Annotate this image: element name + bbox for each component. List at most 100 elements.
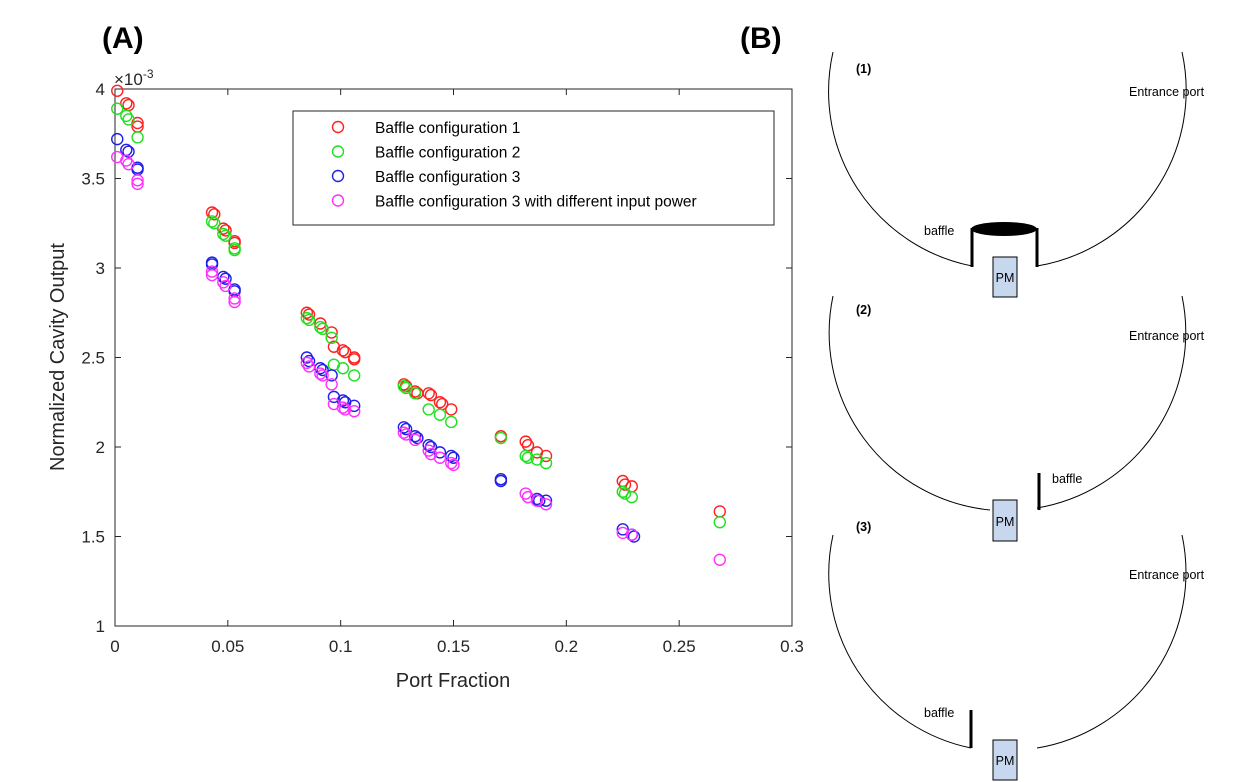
data-point	[713, 515, 726, 529]
data-point	[422, 387, 435, 400]
data-point	[348, 353, 361, 366]
data-point	[336, 362, 350, 375]
config-number: (2)	[856, 303, 871, 317]
baffle-label: baffle	[1052, 472, 1082, 486]
data-point	[618, 478, 632, 491]
baffle-configurations-diagram: PM (1) Entrance port baffle PM (2) Entra…	[828, 51, 1205, 781]
pm-label: PM	[996, 271, 1015, 285]
data-point	[433, 396, 447, 409]
data-point	[314, 320, 327, 334]
legend-marker	[331, 145, 345, 158]
data-point	[494, 474, 508, 488]
y-tick-label: 2.5	[81, 349, 105, 368]
data-point	[445, 415, 458, 429]
data-point	[111, 132, 124, 146]
data-point	[408, 433, 422, 447]
data-point	[316, 322, 329, 336]
sphere-wall-left	[828, 295, 991, 511]
data-point	[411, 431, 424, 445]
data-point	[399, 428, 413, 441]
data-point	[219, 279, 232, 293]
legend-entry-label: Baffle configuration 2	[375, 145, 520, 162]
legend-box	[292, 110, 775, 226]
legend-marker	[331, 120, 345, 134]
data-point	[302, 360, 316, 373]
data-point	[336, 344, 350, 357]
data-point	[408, 387, 422, 400]
data-point	[625, 528, 638, 541]
data-point	[122, 145, 135, 158]
data-point	[316, 369, 329, 382]
x-axis-label: Port Fraction	[396, 670, 510, 692]
series-4	[111, 150, 726, 566]
data-point	[111, 102, 124, 115]
sphere-wall-right	[1036, 295, 1187, 509]
data-point	[616, 485, 629, 498]
data-point	[300, 306, 314, 319]
legend-marker	[331, 194, 345, 207]
y-tick-label: 2	[96, 438, 105, 457]
config-2: PM (2) Entrance port baffle	[828, 295, 1205, 542]
data-point	[408, 430, 422, 443]
data-point	[131, 174, 144, 187]
data-point	[217, 222, 230, 235]
data-point	[616, 523, 629, 536]
legend-entry-label: Baffle configuration 3	[375, 169, 520, 186]
config-3: PM (3) Entrance port baffle	[828, 520, 1205, 781]
data-point	[336, 401, 350, 414]
data-point	[627, 530, 641, 543]
config-1: PM (1) Entrance port baffle	[828, 51, 1205, 298]
data-point	[228, 292, 241, 305]
data-point	[433, 451, 447, 464]
power-meter-box	[992, 256, 1018, 298]
data-point	[397, 421, 411, 434]
y-tick-label: 3	[96, 259, 105, 278]
data-point	[131, 177, 144, 191]
legend-entry-label: Baffle configuration 3 with different in…	[375, 194, 697, 211]
data-point	[302, 354, 316, 368]
x-tick-label: 0.15	[437, 637, 470, 656]
sphere-wall-left	[828, 534, 972, 749]
data-point	[397, 426, 411, 439]
pm-label: PM	[996, 754, 1015, 768]
scatter-chart: 0 0.05 0.1 0.15 0.2 0.25 0.3 1 1.5 2 2.5 3 3.5 4 ×10…	[47, 67, 804, 692]
data-point	[122, 113, 135, 126]
data-point	[205, 268, 219, 282]
baffle-cap	[971, 222, 1037, 236]
data-point	[217, 227, 230, 241]
pm-label: PM	[996, 515, 1015, 529]
entrance-port-label: Entrance port	[1129, 329, 1205, 343]
x-tick-label: 0.3	[780, 637, 804, 656]
data-point	[120, 97, 133, 110]
data-point	[616, 526, 629, 540]
data-point	[399, 381, 413, 395]
data-point	[539, 494, 553, 507]
data-point	[447, 458, 460, 472]
data-point	[348, 369, 361, 382]
legend-entry-label: Baffle configuration 1	[375, 120, 520, 137]
data-point	[111, 84, 124, 97]
data-points	[111, 84, 726, 566]
config-number: (1)	[856, 62, 871, 76]
x-axis-ticks: 0 0.05 0.1 0.15 0.2 0.25 0.3	[110, 89, 804, 656]
panel-b-label: (B)	[740, 22, 782, 55]
data-point	[208, 208, 221, 221]
data-point	[302, 313, 316, 327]
data-point	[131, 131, 144, 144]
series-1	[111, 84, 726, 518]
data-point	[228, 236, 241, 250]
data-point	[314, 317, 327, 330]
legend-marker	[331, 169, 345, 183]
data-point	[433, 408, 447, 421]
x-tick-label: 0.2	[555, 637, 579, 656]
data-point	[205, 265, 219, 278]
x-tick-label: 0.05	[211, 637, 244, 656]
data-point	[521, 451, 535, 464]
data-point	[713, 553, 726, 566]
y-tick-label: 1.5	[81, 528, 105, 547]
config-number: (3)	[856, 520, 871, 534]
data-point	[300, 311, 314, 325]
panel-a-label: (A)	[102, 22, 144, 55]
entrance-port-label: Entrance port	[1129, 85, 1205, 99]
